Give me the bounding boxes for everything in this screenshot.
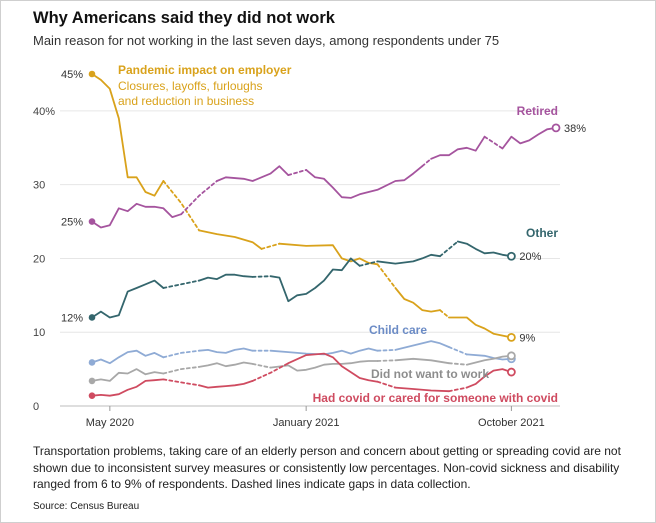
series-end-dot: [506, 332, 516, 342]
series-line-5: [287, 352, 379, 383]
series-line-4: [465, 354, 513, 366]
series-start-dot: [88, 70, 96, 78]
series-line-1: [215, 165, 290, 182]
series-line-5-dashed: [251, 362, 290, 382]
series-line-4: [91, 368, 165, 382]
series-line-0: [278, 242, 379, 266]
series-end-dot: [551, 123, 561, 133]
series-start-dot: [88, 377, 96, 385]
source-line: Source: Census Bureau: [33, 501, 140, 512]
series-name-label: Retired: [517, 104, 558, 118]
series-line-2-dashed: [162, 279, 201, 289]
series-line-1: [91, 202, 183, 229]
series-start-dot: [88, 359, 96, 366]
series-line-1: [501, 127, 557, 150]
chart-subtitle: Main reason for not working in the last …: [33, 33, 500, 48]
series-start-dot: [88, 392, 96, 399]
series-line-5: [91, 378, 165, 397]
series-start-label: 12%: [61, 312, 83, 324]
series-line-3: [198, 347, 254, 354]
y-tick-label: 20: [33, 253, 45, 265]
series-name-label: Other: [526, 226, 558, 240]
series-line-3: [269, 347, 379, 356]
series-line-1: [430, 135, 486, 160]
series-line-3-dashed: [447, 346, 468, 356]
series-line-2: [269, 257, 361, 303]
x-tick-label: October 2021: [478, 417, 545, 429]
series-line-5-dashed: [162, 378, 201, 387]
series-line-5: [465, 368, 513, 389]
series-line-3-dashed: [162, 349, 201, 359]
series-name-label: Did not want to work: [371, 367, 489, 381]
series-line-4-dashed: [447, 362, 468, 366]
series-end-label: 38%: [564, 123, 586, 135]
series-line-1-dashed: [483, 135, 504, 150]
series-end-label: 9%: [519, 332, 535, 344]
series-line-4: [394, 357, 450, 365]
series-line-2: [91, 279, 165, 319]
series-line-0: [91, 73, 165, 197]
series-line-0: [394, 287, 441, 313]
series-line-5-dashed: [447, 386, 468, 393]
y-tick-label: 30: [33, 180, 45, 192]
series-end-dot: [506, 351, 516, 361]
series-line-4-dashed: [162, 365, 201, 375]
series-end-dot: [506, 251, 516, 261]
series-line-3-dashed: [376, 348, 397, 352]
chart-title: Why Americans said they did not work: [33, 9, 335, 27]
series-end-label: 20%: [519, 251, 541, 263]
series-line-3: [394, 340, 450, 351]
series-start-label: 25%: [61, 217, 83, 229]
series-line-2: [198, 273, 254, 282]
series-line-0-dashed: [162, 180, 201, 232]
x-tick-label: May 2020: [86, 417, 134, 429]
series-start-label: 45%: [61, 69, 83, 81]
series-line-2: [456, 240, 513, 258]
series-sub-label: Closures, layoffs, furloughs: [118, 79, 263, 93]
series-line-4-dashed: [251, 362, 272, 369]
series-line-4: [269, 360, 379, 372]
series-name-label: Pandemic impact on employer: [118, 63, 292, 77]
series-line-0: [447, 316, 513, 339]
x-tick-label: January 2021: [273, 417, 340, 429]
series-line-5-dashed: [376, 380, 397, 389]
series-line-2-dashed: [251, 275, 272, 278]
series-line-1: [305, 165, 424, 199]
series-line-5: [198, 379, 254, 389]
footnote: Transportation problems, taking care of …: [33, 444, 621, 491]
series-line-2: [376, 253, 441, 265]
series-line-2-dashed: [358, 260, 379, 267]
series-line-1-dashed: [421, 157, 433, 168]
series-start-dot: [88, 218, 96, 225]
series-start-dot: [88, 314, 96, 321]
series-line-4-dashed: [376, 359, 397, 362]
series-line-0-dashed: [260, 242, 281, 250]
series-line-0-dashed: [439, 309, 450, 319]
series-line-5: [394, 386, 450, 393]
series-line-4: [198, 361, 254, 368]
series-end-dot: [506, 367, 516, 377]
y-tick-label: 40%: [33, 106, 55, 118]
series-sub-label: and reduction in business: [118, 94, 254, 108]
series-line-1-dashed: [180, 180, 218, 216]
y-tick-label: 10: [33, 327, 45, 339]
series-line-0-dashed: [376, 263, 397, 289]
series-line-3: [91, 349, 165, 365]
series-name-label: Child care: [369, 323, 427, 337]
series-name-label: Had covid or cared for someone with covi…: [313, 391, 558, 405]
y-tick-label: 0: [33, 401, 39, 413]
series-line-1-dashed: [287, 168, 308, 177]
series-line-0: [198, 229, 263, 250]
series-line-2-dashed: [439, 240, 459, 258]
